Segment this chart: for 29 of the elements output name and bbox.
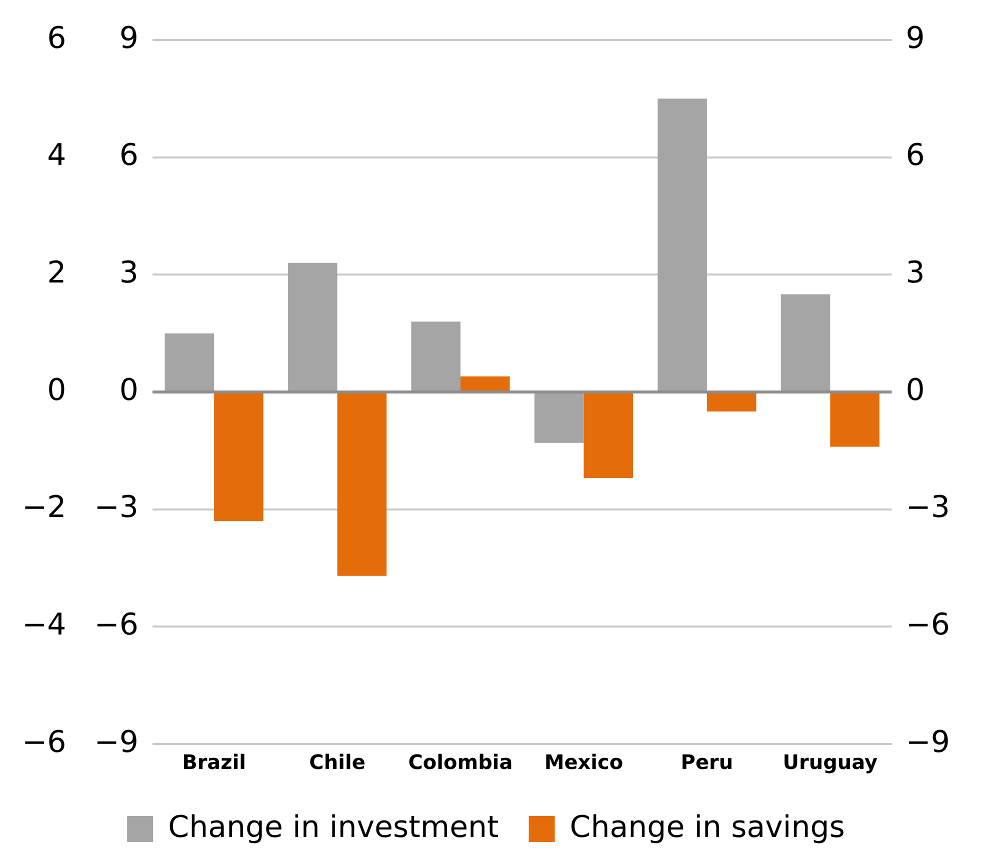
legend-label: Change in investment [168, 810, 500, 845]
y3-tick-label: 6 [47, 20, 66, 56]
y2-tick-label: 3 [906, 255, 925, 290]
y-tick-label: 3 [119, 255, 138, 290]
y2-tick-label: 9 [906, 20, 925, 56]
y2-tick-label: −3 [906, 490, 950, 526]
x-tick-label: Mexico [544, 750, 624, 774]
y-tick-label: 0 [119, 372, 138, 408]
y2-tick-label: −6 [906, 607, 950, 642]
x-tick-label: Peru [680, 750, 734, 774]
y2-tick-label: 0 [906, 372, 925, 408]
y3-tick-label: 0 [47, 372, 66, 408]
y-tick-label: −3 [94, 490, 138, 526]
y3-tick-label: −4 [22, 607, 66, 642]
x-tick-label: Colombia [408, 750, 513, 774]
y3-tick-label: 4 [47, 138, 66, 174]
y3-tick-label: −6 [22, 724, 66, 760]
legend-label: Change in savings [570, 810, 845, 845]
y2-tick-label: −9 [906, 724, 950, 760]
x-tick-label: Uruguay [782, 750, 878, 774]
y3-tick-label: −2 [22, 490, 66, 526]
y2-tick-label: 6 [906, 138, 925, 174]
y-tick-label: 9 [119, 20, 138, 56]
y-tick-label: 6 [119, 138, 138, 174]
y-tick-label: −9 [94, 724, 138, 760]
y3-tick-label: 2 [47, 255, 66, 290]
x-tick-label: Brazil [182, 750, 246, 774]
y-tick-label: −6 [94, 607, 138, 642]
x-tick-label: Chile [309, 750, 366, 774]
